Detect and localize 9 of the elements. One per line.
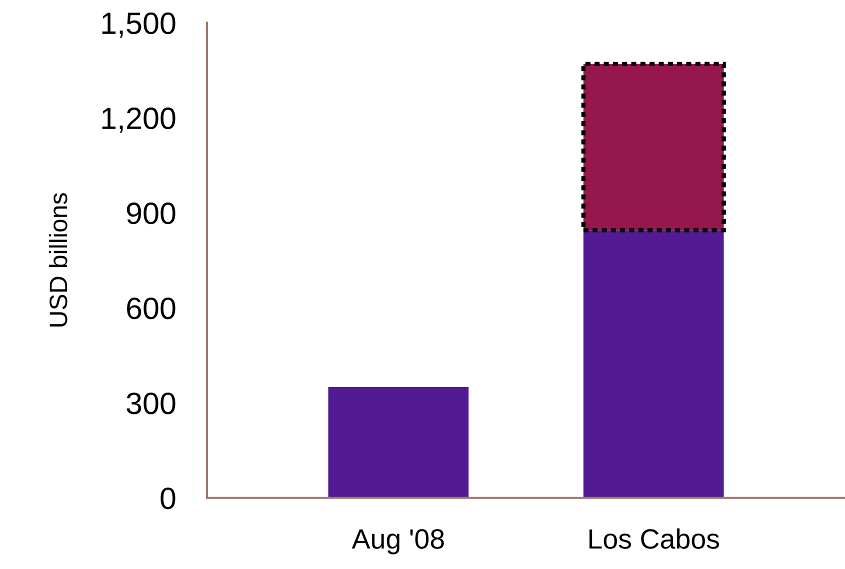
- y-tick-label: 900: [126, 202, 176, 224]
- y-tick-label: 300: [126, 392, 176, 414]
- x-tick-label: Aug '08: [352, 529, 444, 554]
- y-tick-label: 600: [127, 298, 176, 320]
- y-tick-label: 1,500: [102, 12, 176, 38]
- y-axis-title: USD billions: [48, 193, 68, 326]
- y-tick-label: 1,200: [102, 108, 176, 133]
- x-tick-label: Los Cabos: [589, 528, 720, 549]
- y-tick-label: 0: [160, 488, 176, 510]
